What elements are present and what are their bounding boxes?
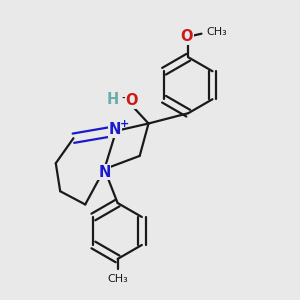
Text: O: O [125, 93, 138, 108]
Text: +: + [120, 119, 130, 129]
Text: H: H [107, 92, 119, 107]
Text: N: N [109, 122, 121, 137]
Text: CH₃: CH₃ [107, 274, 128, 284]
Text: O: O [181, 29, 193, 44]
Text: N: N [98, 165, 110, 180]
Text: CH₃: CH₃ [206, 27, 227, 37]
Text: -: - [121, 92, 126, 106]
